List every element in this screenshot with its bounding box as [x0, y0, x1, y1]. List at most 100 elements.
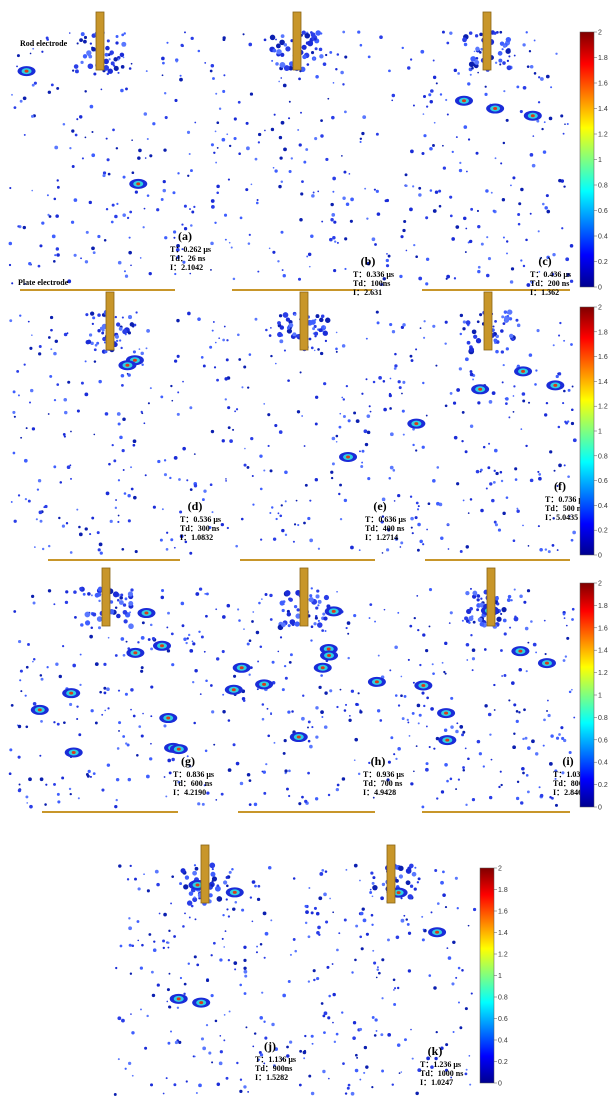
streamer-dot [441, 790, 444, 793]
streamer-dot [376, 1030, 378, 1032]
hot-spot [166, 717, 170, 720]
streamer-dot [80, 61, 83, 64]
streamer-dot [105, 61, 107, 63]
streamer-dot [195, 867, 199, 871]
streamer-dot [323, 616, 327, 620]
streamer-dot [132, 171, 135, 174]
streamer-dot [173, 1083, 176, 1086]
streamer-dot [222, 90, 225, 93]
panel-label: (b) [361, 254, 376, 268]
streamer-dot [489, 733, 491, 735]
streamer-dot [57, 800, 60, 803]
streamer-dot [261, 992, 263, 994]
streamer-dot [248, 242, 251, 245]
streamer-dot [560, 114, 563, 117]
streamer-dot [412, 712, 415, 715]
streamer-dot [91, 709, 94, 712]
hot-spot [435, 931, 439, 934]
streamer-dot [458, 779, 460, 781]
streamer-dot [561, 227, 563, 229]
streamer-dot [313, 979, 315, 981]
streamer-dot [466, 545, 469, 548]
streamer-dot [247, 386, 249, 388]
streamer-dot [571, 422, 574, 425]
streamer-dot [89, 533, 91, 535]
streamer-dot [501, 480, 503, 482]
streamer-dot [206, 979, 209, 982]
streamer-dot [456, 482, 459, 485]
streamer-dot [470, 208, 473, 211]
streamer-dot [500, 649, 503, 652]
streamer-dot [334, 1041, 336, 1043]
streamer-dot [74, 254, 77, 257]
streamer-dot [24, 459, 28, 463]
streamer-dot [289, 101, 291, 103]
streamer-dot [566, 625, 568, 627]
streamer-dot [462, 37, 467, 42]
streamer-dot [280, 77, 282, 79]
streamer-dot [301, 180, 304, 183]
streamer-dot [364, 429, 368, 433]
colorbar-tick-label: 1.4 [598, 379, 608, 386]
streamer-dot [332, 462, 335, 465]
streamer-dot [210, 70, 213, 73]
streamer-dot [223, 74, 225, 76]
streamer-dot [345, 869, 347, 871]
rod-electrode [300, 568, 308, 626]
streamer-dot [495, 472, 498, 475]
streamer-dot [523, 708, 526, 711]
streamer-dot [493, 684, 495, 686]
streamer-dot [91, 517, 94, 520]
streamer-dot [484, 93, 487, 96]
streamer-dot [327, 98, 329, 100]
streamer-dot [252, 475, 254, 477]
streamer-dot [294, 605, 297, 608]
streamer-dot [401, 1071, 403, 1073]
streamer-dot [429, 147, 433, 151]
streamer-dot [498, 529, 501, 532]
streamer-dot [276, 49, 281, 54]
streamer-dot [116, 203, 118, 205]
streamer-dot [329, 898, 331, 900]
streamer-dot [263, 403, 265, 405]
streamer-dot [33, 602, 36, 605]
streamer-dot [13, 390, 16, 393]
streamer-dot [131, 488, 134, 491]
streamer-dot [148, 933, 151, 936]
streamer-dot [120, 594, 123, 597]
streamer-dot [222, 694, 224, 696]
streamer-dot [503, 90, 505, 92]
streamer-dot [161, 57, 165, 61]
streamer-dot [26, 802, 28, 804]
streamer-dot [70, 551, 73, 554]
streamer-dot [128, 591, 133, 596]
streamer-dot [116, 340, 118, 342]
streamer-dot [366, 414, 370, 418]
streamer-dot [309, 266, 311, 268]
streamer-dot [418, 505, 420, 507]
streamer-dot [337, 784, 340, 787]
streamer-dot [124, 270, 126, 272]
streamer-dot [14, 520, 17, 523]
streamer-dot [550, 86, 552, 88]
panel-i: I：4.2190 [173, 788, 206, 797]
streamer-dot [41, 51, 43, 53]
streamer-dot [59, 675, 62, 678]
streamer-dot [78, 733, 81, 736]
streamer-dot [465, 1007, 468, 1010]
streamer-dot [265, 932, 269, 936]
streamer-dot [84, 393, 88, 397]
streamer-dot [518, 668, 522, 672]
streamer-dot [163, 947, 165, 949]
streamer-dot [556, 737, 559, 740]
streamer-dot [486, 236, 488, 238]
streamer-dot [121, 65, 125, 69]
streamer-dot [361, 393, 363, 395]
streamer-dot [216, 657, 219, 660]
streamer-dot [19, 783, 21, 785]
streamer-dot [106, 687, 110, 691]
streamer-dot [79, 38, 83, 42]
streamer-dot [467, 82, 470, 85]
streamer-dot [558, 733, 561, 736]
streamer-dot [339, 484, 342, 487]
